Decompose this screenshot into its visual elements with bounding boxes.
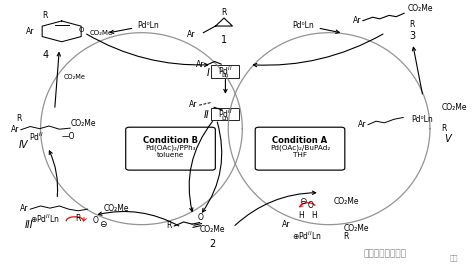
Text: O: O <box>197 214 203 222</box>
Text: R: R <box>442 124 447 133</box>
Text: Ar: Ar <box>26 27 35 36</box>
Text: ⊕Pd$^{II}$Ln: ⊕Pd$^{II}$Ln <box>292 229 321 241</box>
Text: III: III <box>25 220 34 230</box>
Text: CO₂Me: CO₂Me <box>334 197 359 206</box>
Text: —O: —O <box>62 132 75 141</box>
Text: ⊖: ⊖ <box>300 197 307 206</box>
Text: H: H <box>311 211 317 220</box>
Text: CO₂Me: CO₂Me <box>71 119 97 128</box>
Text: 4: 4 <box>42 50 48 60</box>
Text: toluene: toluene <box>157 152 184 158</box>
Text: O: O <box>79 27 84 33</box>
FancyBboxPatch shape <box>211 65 239 78</box>
Text: Ar: Ar <box>189 100 198 109</box>
Text: 2: 2 <box>210 239 216 248</box>
Text: CO₂Me: CO₂Me <box>442 103 467 112</box>
Text: ⊖: ⊖ <box>99 219 107 229</box>
Text: H: H <box>298 211 304 220</box>
Text: Condition A: Condition A <box>273 136 328 145</box>
Text: CO₂Me: CO₂Me <box>104 204 129 213</box>
Text: Pd⁰Ln: Pd⁰Ln <box>137 21 159 30</box>
Text: Ar: Ar <box>353 16 361 25</box>
Text: O: O <box>92 216 98 225</box>
Text: CO₂Me: CO₂Me <box>343 224 369 233</box>
Text: CO₂Me: CO₂Me <box>408 4 433 13</box>
Text: Pd⁰Ln: Pd⁰Ln <box>411 115 433 124</box>
Text: Ar: Ar <box>187 30 195 39</box>
Text: R: R <box>17 114 22 122</box>
Text: Pd$^{II}$: Pd$^{II}$ <box>28 131 43 143</box>
FancyBboxPatch shape <box>126 127 215 170</box>
Text: Ar: Ar <box>196 60 205 69</box>
Text: Pd⁰Ln: Pd⁰Ln <box>292 21 314 30</box>
Text: Condition B: Condition B <box>143 136 198 145</box>
FancyBboxPatch shape <box>255 127 345 170</box>
Text: Pd(OAc)₂/BuPAd₂: Pd(OAc)₂/BuPAd₂ <box>270 145 330 151</box>
FancyBboxPatch shape <box>211 108 239 120</box>
Text: R: R <box>75 214 80 223</box>
Text: Ar: Ar <box>358 120 366 129</box>
Text: R: R <box>343 232 348 241</box>
Text: 化学领域前沿文献: 化学领域前沿文献 <box>364 250 407 258</box>
Text: R: R <box>166 221 172 230</box>
Text: 3: 3 <box>409 31 415 41</box>
Text: R: R <box>43 11 48 20</box>
Text: 1: 1 <box>221 35 227 45</box>
Text: THF: THF <box>293 152 307 158</box>
Text: R: R <box>221 8 227 17</box>
Text: ⊕Pd$^{II}$Ln: ⊕Pd$^{II}$Ln <box>30 212 60 225</box>
Text: I: I <box>207 68 210 78</box>
Text: 知乎: 知乎 <box>450 254 458 261</box>
Text: Ar: Ar <box>20 204 29 213</box>
Text: Ar: Ar <box>282 220 291 229</box>
Text: Pd$^{II}$: Pd$^{II}$ <box>218 107 233 120</box>
Text: CO₂Me: CO₂Me <box>64 74 86 80</box>
Text: O: O <box>308 202 313 210</box>
Text: CO₂Me: CO₂Me <box>90 30 113 36</box>
Text: II: II <box>204 110 210 120</box>
Text: Pd(OAc)₂/PPh₃: Pd(OAc)₂/PPh₃ <box>145 145 196 151</box>
Text: Ln: Ln <box>222 116 229 121</box>
Text: Ln: Ln <box>222 73 229 78</box>
Text: Pd$^{II}$: Pd$^{II}$ <box>218 65 233 77</box>
Text: CO₂Me: CO₂Me <box>200 225 226 234</box>
Text: R: R <box>409 20 414 29</box>
Text: Ar: Ar <box>11 125 19 134</box>
Text: V: V <box>444 134 451 144</box>
Text: IV: IV <box>18 140 28 150</box>
